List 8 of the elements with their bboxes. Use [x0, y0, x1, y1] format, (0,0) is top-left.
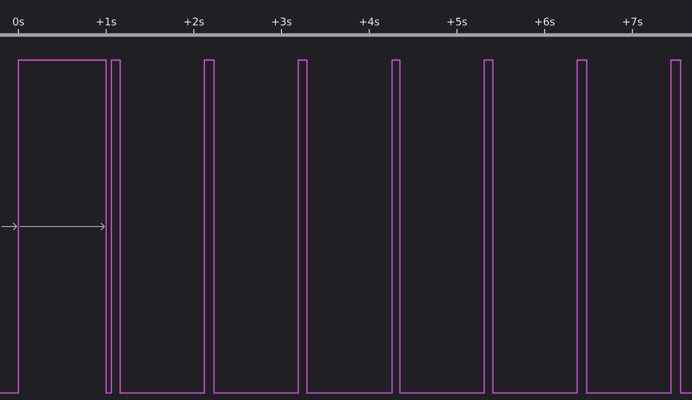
- x-tick-label: +4s: [360, 18, 380, 26]
- x-tick-label: +7s: [623, 18, 642, 26]
- x-tick-label: +6s: [535, 18, 555, 26]
- x-tick-label: 0s: [13, 18, 24, 26]
- x-tick-label: +3s: [272, 18, 292, 26]
- x-tick-label: +5s: [448, 18, 467, 26]
- x-tick-label: +2s: [184, 18, 204, 26]
- x-tick-label: +1s: [96, 18, 116, 26]
